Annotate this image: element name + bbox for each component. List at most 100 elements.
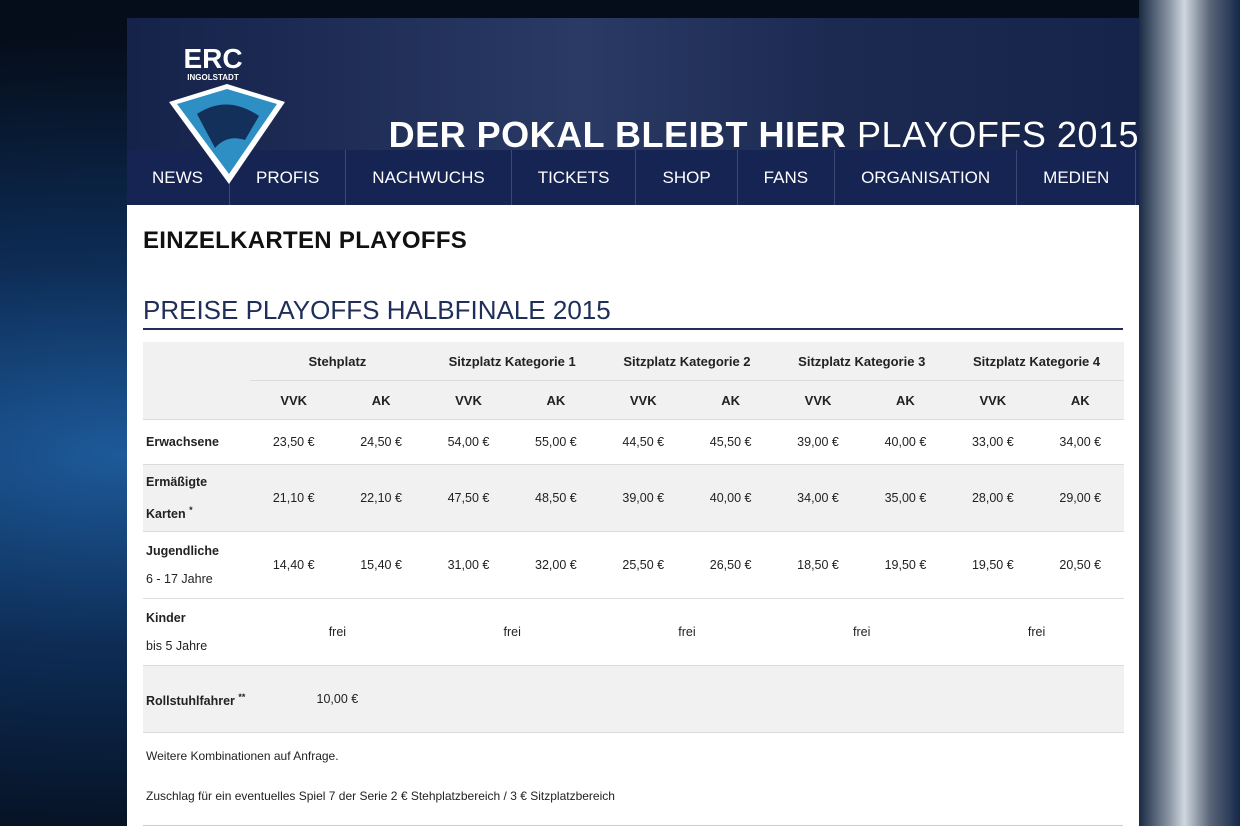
subheader: VVK: [774, 380, 862, 420]
note-text: Weitere Kombinationen auf Anfrage.: [146, 749, 339, 763]
price-cell: 47,50 €: [424, 464, 513, 532]
row-label-text: Kinder: [146, 611, 186, 625]
price-cell: 10,00 €: [250, 665, 425, 733]
subheader: AK: [512, 380, 600, 420]
subheader: VVK: [599, 380, 687, 420]
nav-link[interactable]: PROFIS: [230, 150, 347, 205]
price-cell: 19,50 €: [949, 531, 1037, 599]
row-label: Erwachsene: [143, 419, 250, 465]
price-row: Rollstuhlfahrer ** 10,00 €: [143, 665, 1124, 733]
logo-panther: [197, 104, 259, 148]
row-sublabel: bis 5 Jahre: [146, 639, 208, 653]
subheader: VVK: [250, 380, 338, 420]
price-cell: 21,10 €: [250, 464, 338, 532]
price-cell: 29,00 €: [1036, 464, 1124, 532]
row-label-text: Erwachsene: [146, 435, 219, 449]
logo-title: ERC: [183, 44, 242, 74]
price-cell: 25,50 €: [599, 531, 687, 599]
logo-subtitle: INGOLSTADT: [187, 73, 239, 82]
price-cell: 24,50 €: [337, 419, 425, 465]
subheader: VVK: [949, 380, 1037, 420]
row-label-text: Jugendliche: [146, 544, 219, 558]
price-row: Erwachsene 23,50 €24,50 €54,00 €55,00 €44…: [143, 419, 1124, 465]
price-cell: 15,40 €: [337, 531, 425, 599]
price-cell: 39,00 €: [774, 419, 862, 465]
logo: ERC INGOLSTADT: [169, 44, 285, 184]
price-row: Kinder bis 5 Jahre frei frei frei frei frei: [143, 598, 1124, 666]
row-label: Jugendliche 6 - 17 Jahre: [143, 531, 250, 599]
nav-link[interactable]: NACHWUCHS: [346, 150, 512, 205]
row-label-text: Rollstuhlfahrer: [146, 694, 235, 709]
corner-cell: [143, 342, 250, 420]
price-cell: 28,00 €: [949, 464, 1037, 532]
section-title: PREISE PLAYOFFS HALBFINALE 2015: [143, 295, 1123, 330]
price-cell: 19,50 €: [861, 531, 950, 599]
price-table: Stehplatz Sitzplatz Kategorie 1 Sitzplatz …: [143, 342, 1124, 733]
nav-link[interactable]: FANS: [738, 150, 836, 205]
price-cell: frei: [599, 598, 775, 666]
price-cell: frei: [949, 598, 1124, 666]
content: EINZELKARTEN PLAYOFFS PREISE PLAYOFFS HA…: [127, 205, 1139, 826]
row-sublabel: 6 - 17 Jahre: [146, 572, 213, 586]
row-label-text: Ermäßigte Karten: [146, 474, 208, 522]
price-cell: 31,00 €: [424, 531, 513, 599]
price-cell: 34,00 €: [1036, 419, 1124, 465]
headline-light: PLAYOFFS 2015: [857, 114, 1139, 155]
row-note: *: [189, 504, 193, 515]
group-header: Sitzplatz Kategorie 4: [949, 342, 1124, 381]
price-cell: 39,00 €: [599, 464, 687, 532]
subheader-row: VVK AK VVK AK VVK AK VVK AK VVK AK: [143, 380, 1124, 420]
group-header: Sitzplatz Kategorie 1: [424, 342, 600, 381]
subheader: AK: [1036, 380, 1124, 420]
price-cell: 44,50 €: [599, 419, 687, 465]
empty-cell: [424, 665, 1124, 733]
page-title: EINZELKARTEN PLAYOFFS: [143, 227, 468, 254]
header: ERC INGOLSTADT DER POKAL BLEIBT HIER PLA…: [127, 18, 1139, 184]
group-header: Sitzplatz Kategorie 2: [599, 342, 775, 381]
price-cell: 48,50 €: [512, 464, 600, 532]
price-cell: frei: [774, 598, 950, 666]
nav-link[interactable]: SHOP: [636, 150, 738, 205]
price-cell: 22,10 €: [337, 464, 425, 532]
note-text: Zuschlag für ein eventuelles Spiel 7 der…: [146, 789, 615, 803]
price-cell: 18,50 €: [774, 531, 862, 599]
price-cell: 40,00 €: [686, 464, 775, 532]
subheader: AK: [861, 380, 950, 420]
price-cell: 55,00 €: [512, 419, 600, 465]
price-cell: 54,00 €: [424, 419, 513, 465]
price-cell: frei: [250, 598, 425, 666]
price-row: Jugendliche 6 - 17 Jahre 14,40 €15,40 €31,…: [143, 531, 1124, 599]
price-cell: 33,00 €: [949, 419, 1037, 465]
price-cell: 20,50 €: [1036, 531, 1124, 599]
price-cell: 32,00 €: [512, 531, 600, 599]
price-cell: 40,00 €: [861, 419, 950, 465]
price-cell: 34,00 €: [774, 464, 862, 532]
price-cell: 45,50 €: [686, 419, 775, 465]
row-label: Kinder bis 5 Jahre: [143, 598, 250, 666]
group-header: Stehplatz: [250, 342, 425, 381]
price-cell: 23,50 €: [250, 419, 338, 465]
nav-link[interactable]: ORGANISATION: [835, 150, 1018, 205]
row-note: **: [238, 691, 246, 702]
price-cell: 26,50 €: [686, 531, 775, 599]
subheader: AK: [337, 380, 425, 420]
header-row: Stehplatz Sitzplatz Kategorie 1 Sitzplatz …: [143, 342, 1124, 420]
navigation: NEWS PROFIS NACHWUCHS TICKETS SHOP FANS ORGANI…: [127, 150, 1139, 205]
price-row: Ermäßigte Karten * 21,10 €22,10 €47,50 €4…: [143, 464, 1124, 532]
subheader: AK: [686, 380, 775, 420]
site: ERC INGOLSTADT DER POKAL BLEIBT HIER PLA…: [127, 18, 1139, 826]
group-header: Sitzplatz Kategorie 3: [774, 342, 950, 381]
headline-bold: DER POKAL BLEIBT HIER: [388, 114, 847, 155]
headline: DER POKAL BLEIBT HIER PLAYOFFS 2015: [389, 114, 1139, 156]
background-trophy: [1139, 0, 1240, 826]
subheader: VVK: [424, 380, 513, 420]
notes: Weitere Kombinationen auf Anfrage. Zuschl…: [143, 749, 1123, 803]
nav-link[interactable]: TICKETS: [512, 150, 637, 205]
nav-link[interactable]: MEDIEN: [1017, 150, 1137, 205]
row-label: Rollstuhlfahrer **: [143, 665, 250, 733]
row-label: Ermäßigte Karten *: [143, 464, 250, 532]
price-cell: 35,00 €: [861, 464, 950, 532]
price-cell: 14,40 €: [250, 531, 338, 599]
price-cell: frei: [424, 598, 600, 666]
